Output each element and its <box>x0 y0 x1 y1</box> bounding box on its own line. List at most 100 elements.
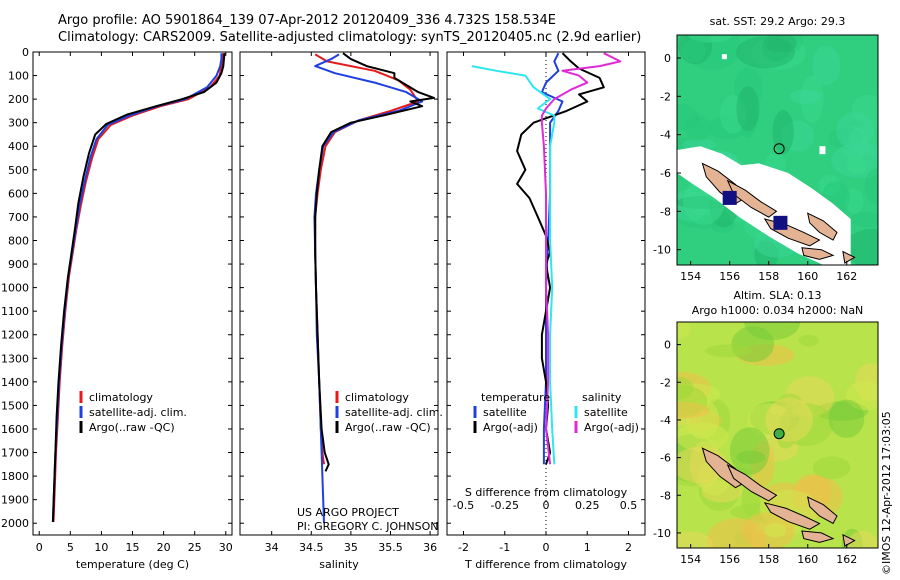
legend-label: Argo(..raw -QC) <box>89 421 175 434</box>
sla-lon-label: 156 <box>719 553 740 566</box>
legend-label: satellite <box>584 406 628 419</box>
difference-xtick-label: 1 <box>584 541 591 554</box>
salinity-diff-tick-label: 0 <box>543 499 550 512</box>
sla-lat-label: 0 <box>664 339 671 352</box>
depth-tick-label: 1600 <box>1 423 29 436</box>
temperature-xtick-label: 20 <box>157 541 171 554</box>
sst-map: 154 156 158 160 162 0 -2 -4 -6 -8 -10 sat. SST: 29.… <box>653 15 879 283</box>
sla-subtitle: Argo h1000: 0.034 h2000: NaN <box>692 304 864 317</box>
depth-tick-label: 300 <box>8 117 29 130</box>
depth-tick-label: 1100 <box>1 305 29 318</box>
sst-lon-label: 160 <box>797 270 818 283</box>
sst-lon-label: 156 <box>719 270 740 283</box>
sla-lat-label: -4 <box>660 414 671 427</box>
salinity-plot-frame <box>239 51 439 536</box>
sst-lat-label: -2 <box>660 90 671 103</box>
legend-label: climatology <box>345 391 409 404</box>
depth-tick-label: 1300 <box>1 352 29 365</box>
temperature-xtick-label: 5 <box>67 541 74 554</box>
temperature-chart: 0100200300400500600700800900100011001200… <box>1 46 233 571</box>
sla-lon-label: 162 <box>836 553 857 566</box>
legend-label: climatology <box>89 391 153 404</box>
legend-label: Argo(-adj) <box>584 421 639 434</box>
sst-lat-label: -6 <box>660 167 671 180</box>
difference-xtick-label: -2 <box>458 541 469 554</box>
salinity-chart: 34 34.5 35 35.5 36 salinity climatology satelli… <box>239 51 443 571</box>
island-landmass <box>807 496 838 525</box>
island-landmass <box>801 247 835 260</box>
title-line-2: Climatology: CARS2009. Satellite-adjuste… <box>58 30 642 45</box>
depth-tick-label: 0 <box>22 46 29 59</box>
depth-tick-label: 600 <box>8 187 29 200</box>
credit-line-1: US ARGO PROJECT <box>297 506 399 519</box>
legend-label: Argo(..raw -QC) <box>345 421 431 434</box>
sst-lat-label: -10 <box>653 244 671 257</box>
depth-tick-label: 1400 <box>1 376 29 389</box>
salinity-diff-tick-label: 0.5 <box>620 499 638 512</box>
temperature-xtick-label: 0 <box>36 541 43 554</box>
marker-square <box>773 215 788 230</box>
salinity-diff-xlabel: S difference from climatology <box>465 486 628 499</box>
sst-lat-label: -4 <box>660 129 671 142</box>
island-landmass <box>807 212 838 241</box>
sst-lat-label: -8 <box>660 205 671 218</box>
legend-label: Argo(-adj) <box>483 421 538 434</box>
salinity-xtick-label: 35 <box>344 541 358 554</box>
marker-square <box>722 190 737 205</box>
difference-chart: -2 -1 0 1 2 T difference from climatology -0.5… <box>446 51 646 571</box>
sst-masked-cell <box>819 146 826 155</box>
temperature-xlabel: temperature (deg C) <box>76 558 189 571</box>
temperature-xtick-label: 15 <box>126 541 140 554</box>
argo-position-marker <box>773 143 785 155</box>
salinity-series-line <box>314 52 435 472</box>
temperature-xtick-label: 30 <box>219 541 233 554</box>
depth-tick-label: 500 <box>8 164 29 177</box>
difference-series-line <box>471 65 556 465</box>
salinity-xtick-label: 36 <box>423 541 437 554</box>
sst-masked-cell <box>721 54 727 60</box>
depth-tick-label: 1000 <box>1 282 29 295</box>
sst-lat-label: 0 <box>664 52 671 65</box>
sst-lon-label: 154 <box>680 270 701 283</box>
difference-xtick-label: 0 <box>543 541 550 554</box>
temperature-series-line <box>51 53 226 523</box>
sla-map: 154 156 158 160 162 0 -2 -4 -6 -8 -10 Altim. SLA: 0… <box>653 289 879 566</box>
difference-xtick-label: 2 <box>625 541 632 554</box>
depth-tick-label: 200 <box>8 93 29 106</box>
salinity-xtick-label: 34.5 <box>299 541 324 554</box>
legend-label: satellite-adj. clim. <box>345 406 443 419</box>
sla-lat-label: -6 <box>660 452 671 465</box>
salinity-xtick-label: 34 <box>265 541 279 554</box>
depth-tick-label: 2000 <box>1 517 29 530</box>
difference-series-line <box>540 52 564 465</box>
salinity-diff-tick-label: -0.5 <box>453 499 474 512</box>
sla-lat-label: -8 <box>660 489 671 502</box>
depth-tick-label: 1200 <box>1 329 29 342</box>
sst-lon-label: 162 <box>836 270 857 283</box>
island-landmass <box>763 501 821 530</box>
sla-title: Altim. SLA: 0.13 <box>733 289 821 302</box>
depth-tick-label: 400 <box>8 140 29 153</box>
sst-lon-label: 158 <box>758 270 779 283</box>
depth-tick-label: 100 <box>8 70 29 83</box>
salinity-xlabel: salinity <box>319 558 359 571</box>
title-line-1: Argo profile: AO 5901864_139 07-Apr-2012… <box>58 13 556 28</box>
difference-xtick-label: -1 <box>499 541 510 554</box>
depth-tick-label: 800 <box>8 234 29 247</box>
depth-tick-label: 1800 <box>1 470 29 483</box>
legend-heading-salinity: salinity <box>582 391 622 404</box>
sst-frame <box>676 34 879 266</box>
depth-tick-label: 1500 <box>1 399 29 412</box>
salinity-diff-tick-label: 0.25 <box>575 499 600 512</box>
sst-title: sat. SST: 29.2 Argo: 29.3 <box>710 15 846 28</box>
argo-position-marker <box>773 428 785 440</box>
difference-series-line <box>540 52 622 465</box>
legend-heading-temperature: temperature <box>481 391 550 404</box>
island-landmass <box>726 463 778 502</box>
temperature-xtick-label: 10 <box>94 541 108 554</box>
island-landmass <box>842 250 856 264</box>
depth-tick-label: 1700 <box>1 447 29 460</box>
salinity-xtick-label: 35.5 <box>378 541 403 554</box>
sla-frame <box>676 321 879 549</box>
